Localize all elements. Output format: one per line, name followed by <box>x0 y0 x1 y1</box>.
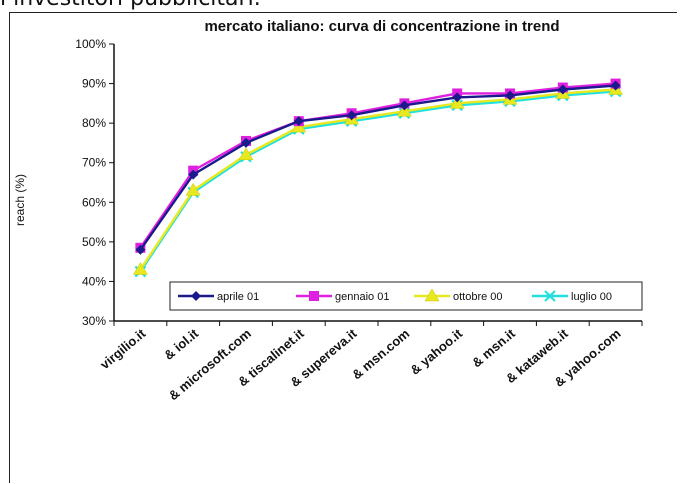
point-marker <box>505 90 515 101</box>
point-marker <box>188 169 199 180</box>
y-tick-label: 90% <box>82 77 106 91</box>
chart-title: mercato italiano: curva di concentrazion… <box>204 18 559 35</box>
legend-entry: ottobre 00 <box>414 288 503 303</box>
legend-entry: aprile 01 <box>178 291 259 303</box>
point-marker <box>452 92 463 103</box>
point-marker <box>346 110 357 121</box>
point-marker <box>238 147 254 161</box>
series-line <box>139 84 616 251</box>
legend: aprile 01 gennaio 01 ottobre 00 luglio 00 <box>169 281 643 311</box>
y-tick-label: 70% <box>82 156 106 170</box>
series-aprile-01 <box>135 80 621 255</box>
page-caption: i investitori pubblicitari. <box>0 0 261 11</box>
series-line <box>139 90 616 273</box>
series-line <box>139 88 616 271</box>
x-tick-label: & msn.com <box>349 326 412 383</box>
legend-label: aprile 01 <box>217 291 259 303</box>
x-tick-label: & yahoo.it <box>407 325 465 377</box>
legend-entry: gennaio 01 <box>296 291 389 303</box>
legend-label: ottobre 00 <box>453 291 503 303</box>
point-marker <box>557 84 568 95</box>
y-tick-label: 80% <box>82 116 106 130</box>
point-marker <box>241 137 251 148</box>
point-marker <box>424 288 440 302</box>
point-marker <box>293 116 304 127</box>
point-marker <box>544 290 556 302</box>
point-marker <box>132 262 148 275</box>
legend-label: luglio 00 <box>571 291 612 303</box>
y-tick-label: 30% <box>82 314 106 328</box>
point-marker <box>185 182 201 196</box>
legend-label: gennaio 01 <box>335 291 389 303</box>
y-tick-label: 60% <box>82 195 106 209</box>
point-marker <box>135 244 146 255</box>
point-marker <box>309 291 319 301</box>
legend-entry: luglio 00 <box>532 290 612 303</box>
series-line <box>139 82 616 249</box>
series-layer <box>132 78 624 278</box>
point-marker <box>191 291 201 301</box>
y-tick-label: 100% <box>75 37 106 51</box>
y-axis-label: reach (%) <box>13 174 27 226</box>
y-tick-label: 50% <box>82 235 106 249</box>
point-marker <box>399 100 410 111</box>
point-marker <box>610 80 621 91</box>
y-tick-label: 40% <box>82 274 106 288</box>
x-tick-label: & msn.it <box>469 325 518 370</box>
x-tick-label: & iol.it <box>161 325 202 362</box>
x-tick-label: virgilio.it <box>97 325 149 372</box>
